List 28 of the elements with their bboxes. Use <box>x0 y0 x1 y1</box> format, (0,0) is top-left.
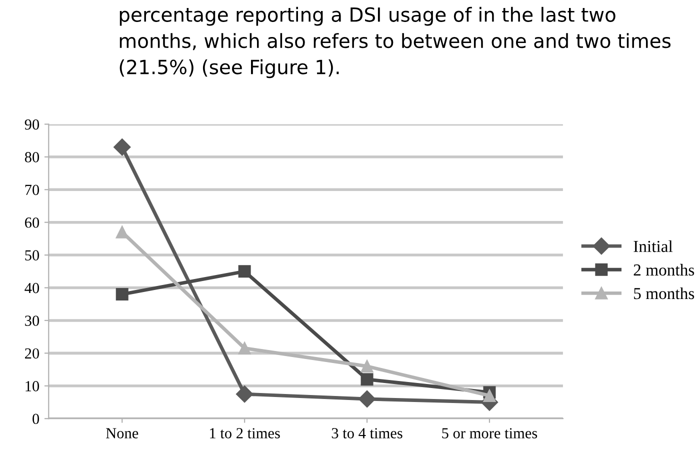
y-tick-label: 80 <box>24 152 40 162</box>
y-tick-label: 0 <box>32 414 40 424</box>
point <box>116 226 128 238</box>
x-tick-label: 3 to 4 times <box>332 428 402 438</box>
point <box>236 386 254 403</box>
y-tick-label: 60 <box>25 217 40 228</box>
y-tick-label: 90 <box>24 119 40 130</box>
point <box>238 342 251 355</box>
legend-label: 2 months <box>634 264 694 276</box>
point <box>360 360 374 373</box>
point <box>358 390 376 408</box>
y-tick-label: 10 <box>26 381 40 392</box>
y-tick-label: 20 <box>25 348 40 359</box>
point <box>238 265 251 278</box>
legend-label: Initial <box>634 240 673 252</box>
x-tick-label: None <box>106 428 138 438</box>
point <box>360 373 374 386</box>
text: percentage reporting a DSI usage of in the last two months, which also refers to between one and two times (21.5%) (see Figure 1). <box>120 6 671 78</box>
y-tick-label: 30 <box>25 316 40 326</box>
x-tick-label: 5 or more times <box>442 428 538 438</box>
point <box>114 138 131 156</box>
y-tick-label: 70 <box>25 184 40 196</box>
x-tick-label: 1 to 2 times <box>210 428 280 438</box>
y-tick-label: 50 <box>25 250 40 260</box>
y-tick-label: 40 <box>24 282 40 294</box>
point <box>483 389 496 402</box>
legend-label: 5 months <box>634 287 694 300</box>
point <box>116 288 128 301</box>
